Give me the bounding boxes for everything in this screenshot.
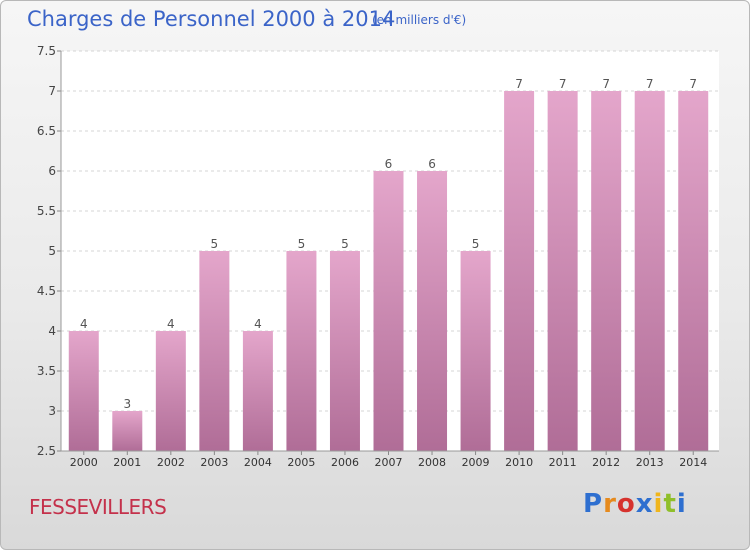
bar-2004 [242, 331, 273, 451]
data-label: 5 [472, 237, 480, 251]
bar-2010 [504, 91, 535, 451]
x-tick-label: 2008 [418, 456, 446, 469]
y-tick-label: 6 [48, 164, 56, 178]
bar-2000 [68, 331, 99, 451]
bar-2007 [373, 171, 404, 451]
x-tick-label: 2007 [375, 456, 403, 469]
data-label: 5 [211, 237, 219, 251]
data-label: 7 [602, 77, 610, 91]
x-tick-label: 2000 [70, 456, 98, 469]
logo-letter: i [676, 489, 687, 519]
x-tick-label: 2002 [157, 456, 185, 469]
logo-letter: o [616, 489, 636, 519]
bar-2011 [547, 91, 578, 451]
chart-title: Charges de Personnel 2000 à 2014 [27, 7, 396, 31]
bar-2005 [286, 251, 317, 451]
y-tick-label: 5.5 [37, 204, 56, 218]
x-tick-label: 2010 [505, 456, 533, 469]
logo-letter: P [583, 489, 604, 519]
chart-subtitle: (en milliers d'€) [372, 13, 467, 27]
y-tick-label: 7 [48, 84, 56, 98]
y-tick-label: 4 [48, 324, 56, 338]
bar-2006 [329, 251, 360, 451]
y-tick-label: 7.5 [37, 44, 56, 58]
x-tick-label: 2006 [331, 456, 359, 469]
bar-2012 [591, 91, 622, 451]
y-tick-label: 5 [48, 244, 56, 258]
bar-2002 [155, 331, 186, 451]
bar-2001 [112, 411, 143, 451]
x-tick-label: 2001 [113, 456, 141, 469]
data-label: 6 [428, 157, 436, 171]
y-tick-label: 3.5 [37, 364, 56, 378]
data-label: 4 [254, 317, 262, 331]
data-label: 6 [385, 157, 393, 171]
logo-letter: x [635, 489, 654, 519]
y-tick-label: 4.5 [37, 284, 56, 298]
bar-2013 [634, 91, 665, 451]
x-tick-label: 2013 [636, 456, 664, 469]
x-tick-label: 2012 [592, 456, 620, 469]
x-tick-label: 2011 [549, 456, 577, 469]
data-label: 5 [298, 237, 306, 251]
logo-letter: i [653, 489, 664, 519]
data-label: 3 [123, 397, 131, 411]
data-label: 7 [646, 77, 654, 91]
x-tick-label: 2004 [244, 456, 272, 469]
x-tick-label: 2005 [287, 456, 315, 469]
data-label: 4 [80, 317, 88, 331]
bar-2009 [460, 251, 491, 451]
y-tick-label: 2.5 [37, 444, 56, 458]
x-tick-label: 2009 [462, 456, 490, 469]
x-tick-label: 2003 [200, 456, 228, 469]
y-tick-label: 6.5 [37, 124, 56, 138]
data-label: 7 [689, 77, 697, 91]
bar-2003 [199, 251, 230, 451]
commune-name: FESSEVILLERS [29, 495, 167, 519]
logo-letter: t [663, 489, 677, 519]
y-tick-label: 3 [48, 404, 56, 418]
proxiti-logo[interactable]: Proxiti [583, 489, 687, 519]
data-label: 7 [515, 77, 523, 91]
logo-letter: r [603, 489, 617, 519]
bar-2014 [678, 91, 709, 451]
bar-2008 [417, 171, 448, 451]
data-label: 5 [341, 237, 349, 251]
x-tick-label: 2014 [679, 456, 707, 469]
data-label: 4 [167, 317, 175, 331]
data-label: 7 [559, 77, 567, 91]
